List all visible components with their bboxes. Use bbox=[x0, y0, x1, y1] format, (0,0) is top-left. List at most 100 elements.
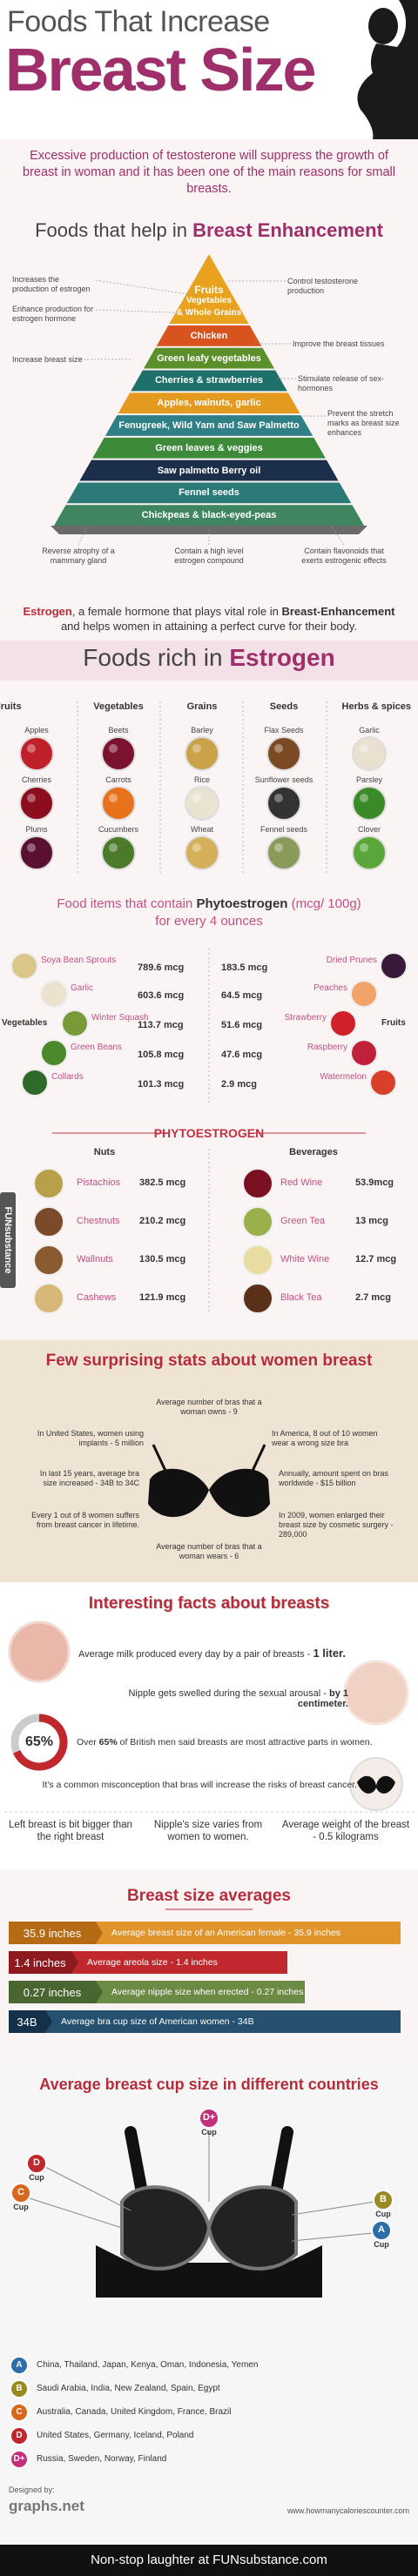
estrogen-text: , a female hormone that plays vital role… bbox=[71, 605, 282, 618]
drink-value: 12.7 mcg bbox=[355, 1254, 397, 1265]
country-badge-letter: C bbox=[16, 2407, 23, 2417]
average-text: Average breast size of an American femal… bbox=[111, 1928, 341, 1938]
food-value: 382.5 mcg bbox=[139, 1177, 186, 1188]
cup-badge-letter: C bbox=[17, 2187, 24, 2197]
average-label-tip bbox=[71, 1951, 78, 1974]
fact-bottom: Nipple's size varies from women to women… bbox=[153, 1820, 263, 1842]
food-image bbox=[369, 1069, 397, 1097]
food-image bbox=[101, 736, 136, 771]
food-name: Barley bbox=[191, 726, 213, 735]
food-image-highlight bbox=[192, 744, 201, 753]
pyramid-layer-label: Cherries & strawberries bbox=[154, 375, 264, 386]
food-name: Apples bbox=[24, 726, 49, 735]
food-name: Cherries bbox=[21, 775, 51, 784]
drink-name: Green Tea bbox=[280, 1216, 326, 1226]
food-value: 130.5 mcg bbox=[139, 1254, 186, 1265]
food-value: 789.6 mcg bbox=[138, 963, 185, 973]
cup-badge bbox=[199, 2108, 219, 2129]
cup-badge-word: Cup bbox=[29, 2173, 44, 2182]
country-badge-letter: D+ bbox=[13, 2454, 25, 2464]
estrogen-title-band bbox=[0, 641, 418, 681]
food-image bbox=[266, 736, 301, 771]
pyramid-layer bbox=[66, 482, 352, 504]
title-highlight: Estrogen bbox=[229, 644, 335, 671]
pyramid-top-label: Fruits bbox=[194, 284, 224, 296]
stat: In 2009, women enlarged their breast siz… bbox=[279, 1511, 394, 1539]
pyramid-layer bbox=[104, 415, 314, 436]
cup-badge bbox=[26, 2153, 47, 2174]
percent-label: 65% bbox=[24, 1734, 54, 1749]
group-label: Nuts bbox=[93, 1147, 116, 1157]
food-name: Watermelon bbox=[320, 1072, 367, 1082]
facts-bg bbox=[0, 1582, 418, 1869]
food-group-name: Grains bbox=[186, 701, 218, 712]
food-name: Garlic bbox=[359, 726, 380, 735]
food-name: Sunflower seeds bbox=[254, 775, 314, 784]
food-value: 2.9 mcg bbox=[221, 1079, 257, 1090]
group-label: Beverages bbox=[289, 1147, 338, 1157]
average-label-tip bbox=[96, 1922, 103, 1944]
food-image bbox=[21, 1069, 49, 1097]
cup-badge-word: Cup bbox=[375, 2210, 391, 2218]
pyramid-layer-label: Green leafy vegetables bbox=[157, 352, 261, 364]
section-title: Breast size averages bbox=[126, 1887, 291, 1905]
stats-bg bbox=[0, 1340, 418, 1582]
average-label: 34B bbox=[17, 2016, 37, 2029]
food-name: Wheat bbox=[190, 825, 213, 834]
food-image bbox=[33, 1168, 64, 1199]
average-bar bbox=[9, 2010, 401, 2033]
estrogen-highlight: Breast-Enhancement bbox=[281, 605, 395, 618]
food-group-name: Vegetables bbox=[93, 701, 144, 712]
title-highlight: Breast Enhancement bbox=[192, 219, 383, 241]
pyramid-note: Contain flavonoids that exerts estrogeni… bbox=[301, 547, 387, 565]
estrogen-term: Estrogen bbox=[23, 605, 72, 618]
group-label: Vegetables bbox=[2, 1018, 48, 1028]
food-image bbox=[19, 835, 54, 870]
average-label-box bbox=[9, 1981, 96, 2003]
food-image bbox=[33, 1206, 64, 1238]
stat: Average number of bras that a woman owns… bbox=[156, 1398, 262, 1416]
average-label-tip bbox=[45, 2010, 52, 2033]
pyramid-layer-label: Chickpeas & black-eyed-peas bbox=[141, 510, 277, 521]
food-image bbox=[352, 736, 387, 771]
food-name: Flax Seeds bbox=[264, 726, 304, 735]
food-value: 603.6 mcg bbox=[138, 990, 185, 1001]
average-text: Average nipple size when erected - 0.27 … bbox=[111, 1987, 304, 1997]
fact-image bbox=[349, 1757, 403, 1811]
footer-label: Designed by: bbox=[9, 2485, 55, 2494]
food-image-highlight bbox=[274, 744, 283, 753]
phyto-subtitle: for every 4 ounces bbox=[155, 914, 263, 929]
pyramid-layer bbox=[156, 325, 262, 346]
bra-mini bbox=[357, 1775, 395, 1794]
pyramid-note: Enhance production for estrogen hormone bbox=[12, 305, 94, 323]
food-name: Wallnuts bbox=[77, 1254, 113, 1265]
pyramid-note: Prevent the stretch marks as breast size… bbox=[327, 409, 400, 437]
food-value: 121.9 mcg bbox=[139, 1292, 186, 1303]
fact-text: Over bbox=[77, 1737, 99, 1748]
cup-badge-letter: D bbox=[33, 2157, 40, 2168]
pyramid-note: Increases the production of estrogen bbox=[12, 275, 91, 293]
pyramid-layer bbox=[79, 460, 339, 481]
fact-text-end: of British men said breasts are most att… bbox=[117, 1737, 373, 1748]
fact: Over 65% of British men said breasts are… bbox=[77, 1737, 399, 1748]
bottom-bar-bg bbox=[0, 2545, 418, 2576]
fact: Average milk produced every day by a pai… bbox=[78, 1647, 366, 1660]
fact-highlight: 1 liter. bbox=[313, 1647, 347, 1660]
fact: It's a common misconception that bras wi… bbox=[42, 1780, 358, 1790]
country-list: China, Thailand, Japan, Kenya, Oman, Ind… bbox=[37, 2360, 259, 2370]
badge-leaders bbox=[29, 2130, 375, 2242]
title-highlight: Phytoestrogen bbox=[196, 896, 288, 911]
country-badge-letter: B bbox=[16, 2384, 23, 2393]
food-image bbox=[352, 786, 387, 821]
cup-badge-word: Cup bbox=[13, 2203, 29, 2211]
bra-strap bbox=[152, 1444, 266, 1472]
cup-badge-letter: B bbox=[380, 2194, 387, 2204]
stat: Every 1 out of 8 women suffers from brea… bbox=[31, 1511, 139, 1529]
drink-name: Red Wine bbox=[280, 1177, 323, 1188]
food-group-name: Fruits bbox=[0, 701, 22, 712]
title-text: Food items that contain bbox=[57, 896, 197, 911]
food-image bbox=[33, 1244, 64, 1276]
food-image bbox=[185, 736, 219, 771]
pyramid-layer-label: Chicken bbox=[190, 330, 228, 341]
phyto-title: Food items that contain Phytoestrogen (m… bbox=[0, 896, 418, 911]
